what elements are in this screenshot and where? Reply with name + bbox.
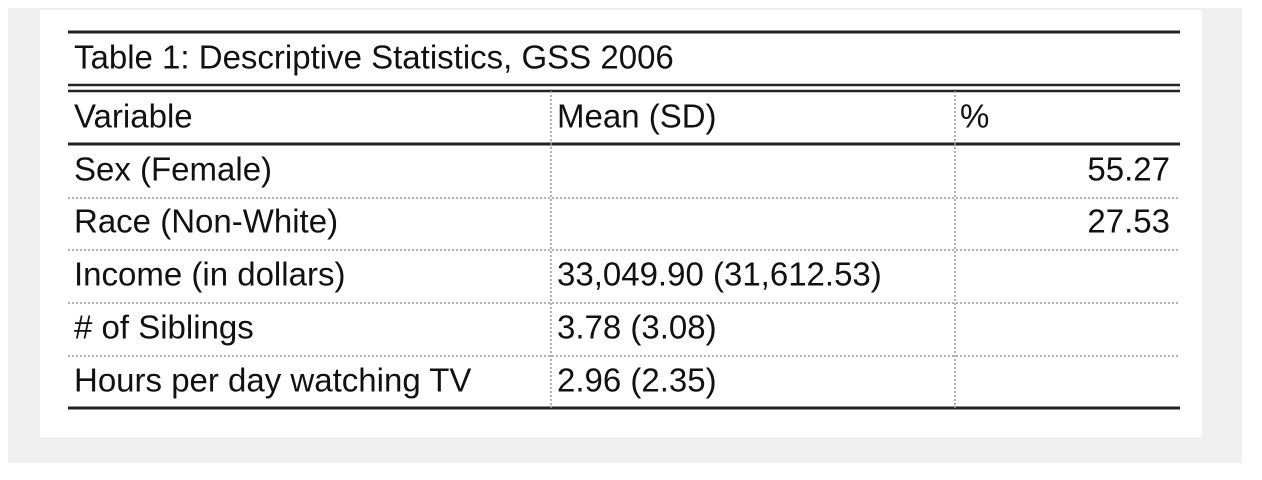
mean-cell: 3.78 (3.08) (557, 309, 717, 346)
variable-cell: Income (in dollars) (74, 256, 345, 293)
percent-cell: 55.27 (1087, 151, 1170, 188)
card (40, 10, 1202, 437)
variable-cell: Race (Non-White) (74, 203, 338, 240)
mean-cell: 2.96 (2.35) (557, 362, 717, 399)
variable-cell: Sex (Female) (74, 151, 272, 188)
variable-cell: # of Siblings (74, 309, 254, 346)
percent-cell: 27.53 (1087, 203, 1170, 240)
header-cell: Mean (SD) (557, 98, 717, 135)
variable-cell: Hours per day watching TV (74, 362, 471, 399)
header-cell: % (960, 98, 989, 135)
mean-cell: 33,049.90 (31,612.53) (557, 256, 882, 293)
header-cell: Variable (74, 98, 193, 135)
table-title: Table 1: Descriptive Statistics, GSS 200… (74, 39, 674, 76)
